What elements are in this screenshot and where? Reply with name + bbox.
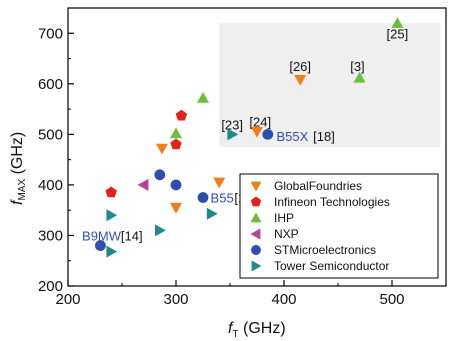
y-tick-label: 700	[38, 25, 63, 42]
data-point-triangle-down	[170, 202, 182, 214]
legend-entry: NXP	[274, 227, 299, 241]
data-point-triangle-down	[294, 75, 307, 86]
legend-marker	[250, 181, 262, 192]
legend-entry: IHP	[274, 211, 294, 225]
legend-entry: Tower Semiconductor	[274, 259, 389, 273]
y-axis-label-unit: (GHz)	[9, 132, 26, 179]
data-point-circle	[95, 240, 106, 251]
data-point-circle	[262, 128, 274, 140]
data-point-triangle-up	[391, 17, 404, 28]
annotation-label: [23]	[221, 117, 243, 132]
plot-frame	[67, 7, 447, 287]
annotation-label: [18]	[313, 129, 335, 144]
data-points	[95, 17, 404, 258]
data-point-triangle-down	[251, 127, 263, 138]
data-point-triangle-left	[137, 178, 149, 191]
y-tick-label: 200	[38, 278, 63, 295]
data-point-circle	[197, 192, 209, 203]
data-point-circle	[170, 179, 182, 191]
x-tick-label: 200	[55, 291, 80, 308]
data-point-triangle-right	[106, 245, 118, 258]
data-point-pentagon	[175, 109, 188, 121]
legend-entry: GlobalFoundries	[274, 179, 362, 193]
legend-marker	[250, 228, 261, 240]
x-axis-label-sub: T	[232, 329, 238, 340]
legend-entry: STMicroelectronics	[274, 243, 376, 257]
highlight-region	[219, 23, 441, 148]
annotation-label: B9MW	[82, 228, 122, 243]
y-tick-label: 300	[38, 227, 63, 244]
y-axis-label-main: f	[9, 199, 26, 205]
y-tick-label: 400	[38, 177, 63, 194]
data-point-triangle-right	[206, 207, 218, 220]
legend-marker	[251, 245, 261, 255]
x-axis-label-main: f	[228, 320, 234, 337]
y-axis-label: fMAX (GHz)	[9, 132, 28, 205]
y-tick-label: 600	[38, 76, 63, 93]
data-point-triangle-right	[227, 128, 239, 141]
data-point-triangle-right	[106, 209, 118, 222]
axis-ticks: 200 300 400 500 200 300 400 500 600 700	[38, 25, 405, 308]
annotation-label: [24]	[249, 115, 271, 130]
data-point-pentagon	[105, 186, 117, 198]
x-tick-label: 300	[163, 291, 188, 308]
annotations: [25][26][3][23][24]B55X[18]B55[15]B9MW[1…	[82, 26, 408, 243]
data-point-triangle-down	[213, 177, 226, 189]
legend-marker	[251, 260, 262, 272]
x-axis-label-unit: (GHz)	[239, 320, 286, 337]
data-point-triangle-up	[353, 71, 366, 83]
x-tick-label: 500	[379, 291, 404, 308]
x-axis-label: fT (GHz)	[228, 320, 286, 340]
y-axis-label-sub: MAX	[17, 179, 28, 201]
annotation-label: [25]	[387, 26, 409, 41]
annotation-label: [14]	[121, 228, 143, 243]
data-point-triangle-up	[197, 92, 209, 103]
legend-entry: Infineon Technologies	[274, 195, 390, 209]
annotation-label: B55X	[276, 129, 308, 144]
legend-box	[239, 173, 439, 279]
annotation-label: B55	[211, 191, 234, 206]
legend-marker	[250, 212, 262, 223]
annotation-label: [26]	[289, 59, 311, 74]
data-point-triangle-up	[170, 127, 182, 139]
data-point-pentagon	[170, 138, 182, 150]
legend-marker	[250, 196, 262, 207]
data-point-triangle-down	[156, 143, 168, 155]
x-tick-label: 400	[271, 291, 296, 308]
data-point-triangle-right	[155, 224, 166, 237]
data-point-circle	[154, 169, 166, 181]
annotation-label: [3]	[350, 59, 364, 74]
y-tick-label: 500	[38, 126, 63, 143]
legend: GlobalFoundries Infineon Technologies IHP N…	[239, 173, 439, 279]
